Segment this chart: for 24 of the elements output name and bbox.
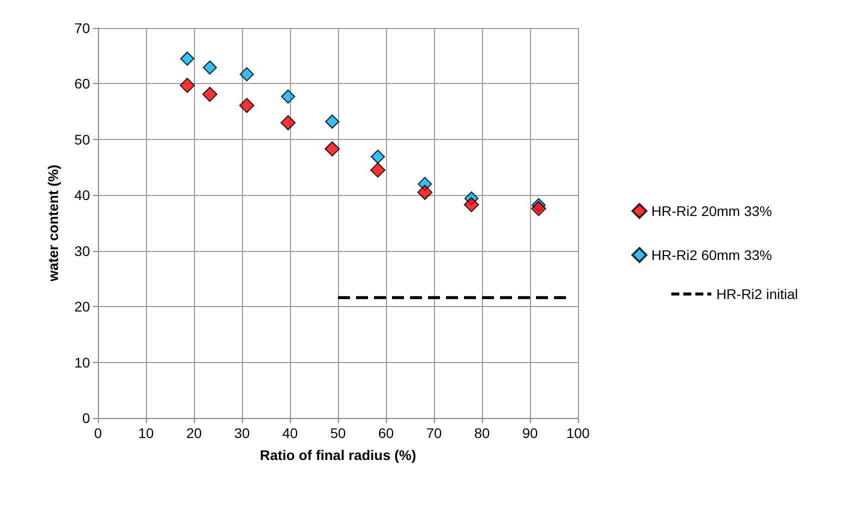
x-tick-label: 100 <box>566 425 590 441</box>
x-tick-label: 0 <box>94 425 102 441</box>
y-tick-label: 10 <box>74 354 90 370</box>
y-tick-label: 0 <box>82 410 90 426</box>
y-axis-title: water content (%) <box>45 164 61 282</box>
legend-label: HR-Ri2 60mm 33% <box>651 247 772 263</box>
x-axis-title: Ratio of final radius (%) <box>260 447 416 463</box>
y-tick-label: 50 <box>74 131 90 148</box>
x-tick-label: 70 <box>426 425 442 441</box>
x-tick-label: 40 <box>282 425 298 441</box>
x-tick-label: 30 <box>234 425 250 441</box>
x-tick-label: 20 <box>186 425 202 441</box>
x-tick-label: 50 <box>330 425 346 441</box>
x-tick-label: 10 <box>138 425 154 441</box>
y-tick-label: 30 <box>74 242 90 259</box>
legend-label: HR-Ri2 20mm 33% <box>651 203 772 219</box>
y-tick-label: 40 <box>74 187 90 204</box>
x-tick-label: 80 <box>474 425 490 441</box>
y-tick-label: 60 <box>74 76 90 92</box>
y-tick-label: 20 <box>74 298 90 315</box>
legend-label: HR-Ri2 initial <box>716 286 798 302</box>
x-tick-label: 90 <box>522 425 538 441</box>
y-tick-label: 70 <box>74 20 90 36</box>
x-tick-label: 60 <box>378 425 394 441</box>
